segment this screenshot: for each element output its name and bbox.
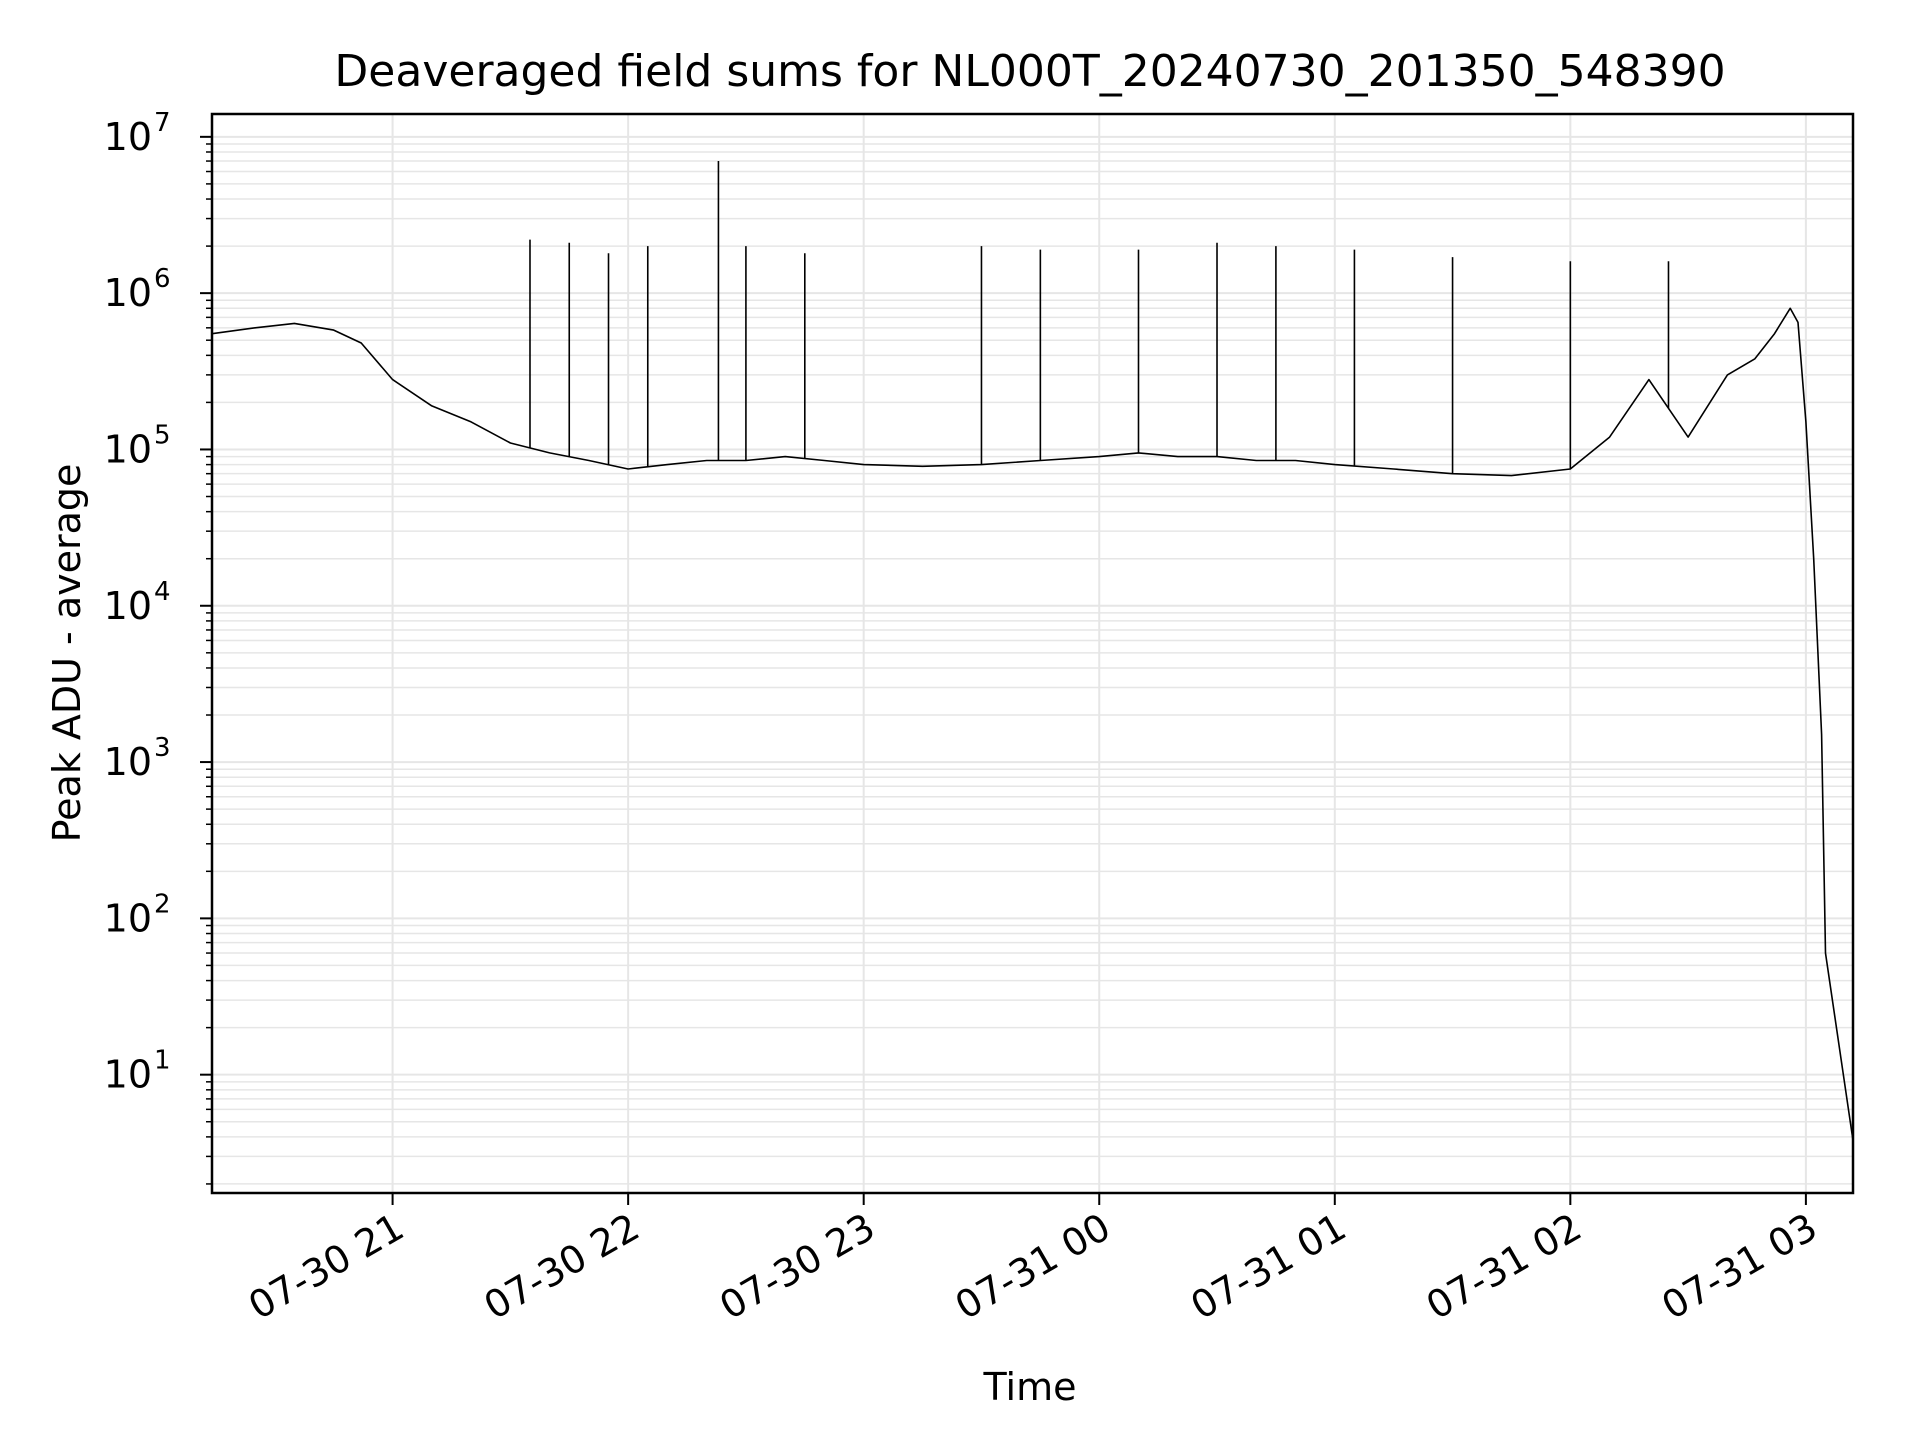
y-tick-label-base: 10 — [104, 584, 152, 628]
y-tick-label-exponent: 2 — [154, 889, 171, 919]
x-axis-label: Time — [983, 1365, 1077, 1409]
y-tick-label-base: 10 — [104, 740, 152, 784]
y-axis-label: Peak ADU - average — [45, 464, 89, 843]
y-tick-label-exponent: 6 — [154, 264, 171, 294]
y-tick-label-exponent: 5 — [154, 420, 171, 450]
y-tick-label-base: 10 — [104, 427, 152, 471]
y-tick-label-exponent: 1 — [154, 1046, 171, 1076]
y-tick-label-base: 10 — [104, 896, 152, 940]
y-tick-label-base: 10 — [104, 1053, 152, 1097]
y-tick-label-exponent: 7 — [154, 108, 171, 138]
y-tick-label-base: 10 — [104, 271, 152, 315]
grid — [212, 114, 1853, 1193]
plot-series — [211, 161, 1854, 1141]
y-tick-label-base: 10 — [104, 115, 152, 159]
y-tick-label-exponent: 3 — [154, 733, 171, 763]
y-tick-label-exponent: 4 — [154, 577, 171, 607]
chart-title: Deaveraged field sums for NL000T_2024073… — [334, 46, 1725, 97]
